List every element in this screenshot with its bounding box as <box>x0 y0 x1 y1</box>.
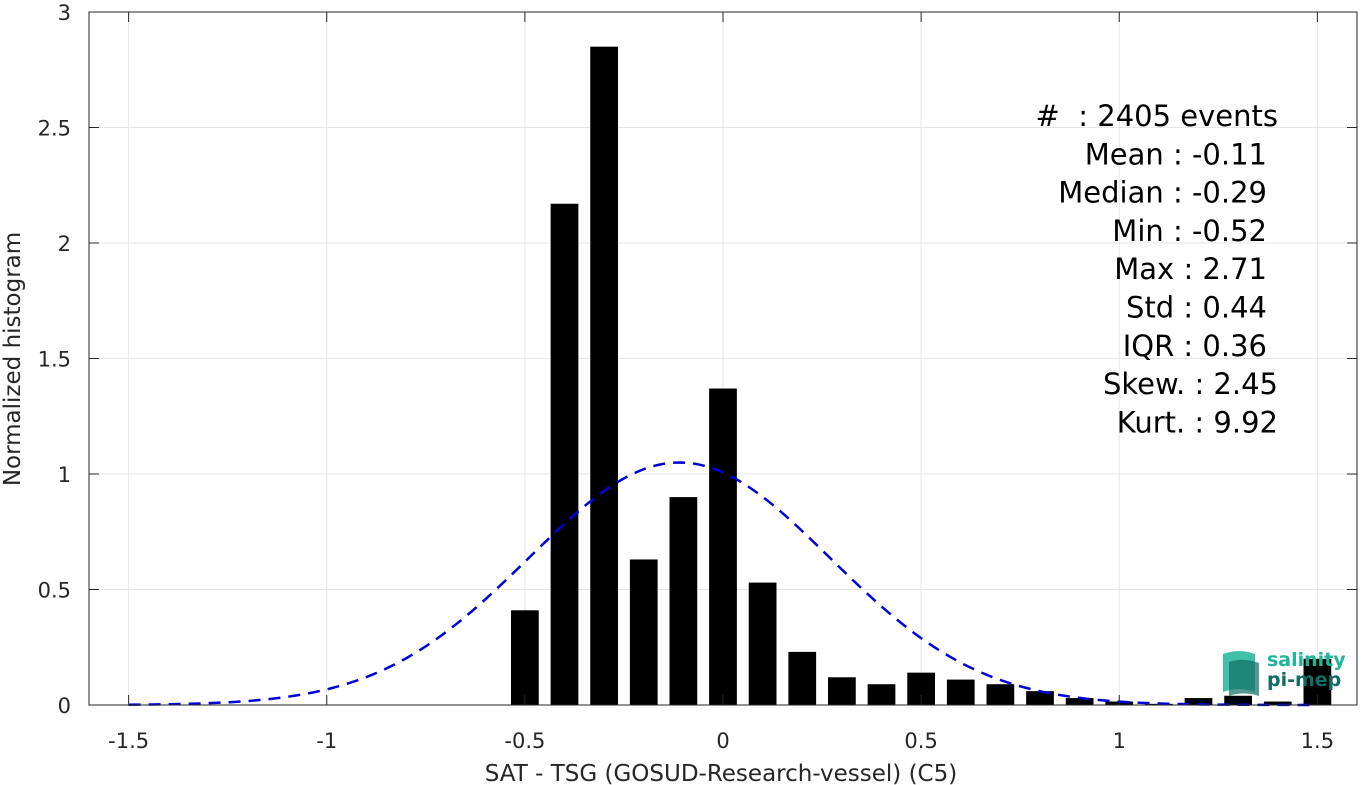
x-tick-label: 0 <box>716 729 729 753</box>
histogram-bar <box>986 684 1015 705</box>
histogram-bar <box>828 677 856 705</box>
histogram-bar <box>709 388 737 705</box>
y-axis-label: Normalized histogram <box>0 232 26 486</box>
histogram-bar <box>1026 691 1054 705</box>
x-tick-label: 1.5 <box>1301 729 1334 753</box>
histogram-bar <box>1184 698 1213 705</box>
histogram-bar <box>511 610 539 705</box>
y-tick-label: 1 <box>58 463 71 487</box>
statistics-annotation: # : 2405 events Mean : -0.11 Median : -0.2… <box>1036 99 1278 439</box>
logo-line-2: pi-mep <box>1267 669 1341 691</box>
x-tick-label: 1 <box>1113 729 1126 753</box>
y-tick-label: 2.5 <box>38 117 71 141</box>
x-tick-label: 0.5 <box>904 729 937 753</box>
stat-line: Kurt. : 9.92 <box>1117 405 1278 439</box>
histogram-bar <box>867 684 896 705</box>
histogram-bar <box>946 679 975 705</box>
x-tick-label: -1.5 <box>108 729 149 753</box>
histogram-bar <box>1263 701 1292 705</box>
histogram-bars <box>511 46 1332 706</box>
x-tick-label: -1 <box>316 729 337 753</box>
logo-line-1: salinity <box>1267 649 1346 671</box>
salinity-pi-mep-logo: salinity pi-mep <box>1223 649 1346 696</box>
logo-wave-shadow-icon <box>1229 659 1259 696</box>
stat-line: IQR : 0.36 <box>1123 329 1267 363</box>
stat-line: Skew. : 2.45 <box>1103 367 1278 401</box>
stat-line: Max : 2.71 <box>1114 252 1267 286</box>
y-tick-label: 0 <box>58 694 71 718</box>
y-tick-label: 2 <box>58 232 71 256</box>
stat-line: Mean : -0.11 <box>1085 137 1267 171</box>
y-tick-label: 1.5 <box>38 348 71 372</box>
histogram-bar <box>629 559 658 705</box>
x-axis-label: SAT - TSG (GOSUD-Research-vessel) (C5) <box>485 761 957 785</box>
stat-line: Min : -0.52 <box>1112 214 1267 248</box>
axis-ticks <box>89 11 1357 706</box>
histogram-bar <box>748 582 777 705</box>
histogram-bar <box>550 203 579 706</box>
x-tick-labels: -1.5 -1 -0.5 0 0.5 1 1.5 <box>108 729 1334 753</box>
stat-line: Std : 0.44 <box>1126 291 1267 325</box>
histogram-bar <box>1065 698 1094 705</box>
histogram-bar <box>669 497 698 705</box>
x-tick-label: -0.5 <box>504 729 545 753</box>
stat-line: Median : -0.29 <box>1058 176 1267 210</box>
y-tick-labels: 0 0.5 1 1.5 2 2.5 3 <box>38 1 71 718</box>
y-tick-label: 3 <box>58 1 71 25</box>
histogram-bar <box>590 46 618 705</box>
histogram-bar <box>788 651 817 705</box>
y-tick-label: 0.5 <box>38 579 71 603</box>
stat-line: # : 2405 events <box>1036 99 1278 133</box>
histogram-bar <box>1224 695 1252 705</box>
